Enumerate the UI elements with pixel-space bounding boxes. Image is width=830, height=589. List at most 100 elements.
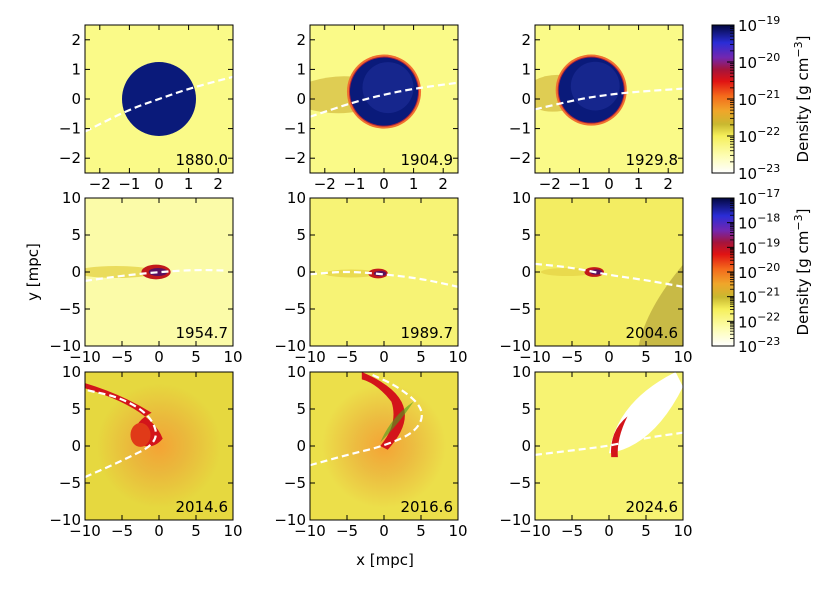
tidal-stream bbox=[361, 372, 405, 450]
panel-1989.7: −10 −5 0 5 10 −10 −5 0 5 10 1989.7 bbox=[274, 189, 467, 366]
y-tick-label: −10 bbox=[499, 337, 531, 355]
x-tick-label: 0 bbox=[154, 348, 164, 366]
cloud-core bbox=[130, 422, 151, 447]
x-tick-label: 0 bbox=[604, 175, 614, 193]
x-tick-label: 5 bbox=[641, 348, 651, 366]
y-tick-label: −5 bbox=[59, 300, 81, 318]
x-tick-label: 5 bbox=[191, 522, 201, 540]
colorbar-tick-label: 10−20 bbox=[738, 261, 780, 282]
x-tick-label: 5 bbox=[416, 522, 426, 540]
y-tick-label: −5 bbox=[509, 474, 531, 492]
x-tick-label: 0 bbox=[604, 522, 614, 540]
colorbar-tick-label: 10−19 bbox=[738, 236, 780, 257]
y-tick-label: 10 bbox=[512, 363, 531, 381]
x-tick-label: 10 bbox=[223, 348, 242, 366]
x-tick-label: −10 bbox=[294, 522, 326, 540]
x-axis-label: x [mpc] bbox=[356, 551, 414, 569]
x-tick-label: −10 bbox=[519, 522, 551, 540]
colorbar-2: 10−17 10−18 10−19 10−20 10−21 10−22 10−23 Densi… bbox=[711, 187, 812, 356]
panel-1954.7: −10 −5 0 5 10 −10 −5 0 5 10 1954.7 bbox=[49, 189, 242, 366]
orbit-line bbox=[85, 268, 226, 282]
orbit-line bbox=[85, 388, 157, 479]
orbit-line bbox=[535, 431, 683, 456]
x-tick-label: −5 bbox=[336, 348, 358, 366]
y-tick-label: 5 bbox=[521, 400, 531, 418]
y-tick-label: 1 bbox=[296, 60, 306, 78]
y-tick-label: −1 bbox=[59, 120, 81, 138]
colorbar-tick-label: 10−23 bbox=[738, 162, 780, 183]
y-tick-label: −1 bbox=[284, 120, 306, 138]
x-tick-label: 5 bbox=[191, 348, 201, 366]
y-tick-label: 10 bbox=[62, 363, 81, 381]
colorbar-tick-label: 10−18 bbox=[738, 212, 780, 233]
x-tick-label: 10 bbox=[448, 348, 467, 366]
panel-year-label: 1880.0 bbox=[176, 151, 229, 169]
x-tick-label: −1 bbox=[118, 175, 140, 193]
panel-year-label: 1954.7 bbox=[176, 324, 229, 342]
y-tick-label: −2 bbox=[59, 149, 81, 167]
x-tick-label: −2 bbox=[314, 175, 336, 193]
panel-year-label: 1904.9 bbox=[401, 151, 454, 169]
y-tick-label: −5 bbox=[509, 300, 531, 318]
x-tick-label: −2 bbox=[89, 175, 111, 193]
y-tick-label: 10 bbox=[512, 189, 531, 207]
panel-1929.8: −2 −1 0 1 2 −2 −1 0 1 2 1929.8 bbox=[509, 24, 684, 193]
y-tick-label: 0 bbox=[521, 437, 531, 455]
x-tick-label: 2 bbox=[663, 175, 673, 193]
x-tick-label: 10 bbox=[673, 348, 692, 366]
colorbar-tick-label: 10−23 bbox=[738, 335, 780, 356]
labels-layer: x [mpc] y [mpc] bbox=[24, 243, 414, 569]
y-tick-label: 2 bbox=[296, 31, 306, 49]
inner-filament bbox=[380, 401, 414, 443]
orbit-line bbox=[310, 372, 423, 467]
y-tick-label: −10 bbox=[49, 337, 81, 355]
panel-year-label: 2004.6 bbox=[626, 324, 679, 342]
y-tick-label: −10 bbox=[49, 511, 81, 529]
x-tick-label: 10 bbox=[673, 522, 692, 540]
panel-year-label: 2024.6 bbox=[626, 498, 679, 516]
y-tick-label: 1 bbox=[521, 60, 531, 78]
gas-halo bbox=[96, 383, 222, 509]
y-tick-label: 10 bbox=[62, 189, 81, 207]
x-tick-label: 5 bbox=[641, 522, 651, 540]
colorbar-tick-label: 10−22 bbox=[738, 125, 780, 146]
y-tick-label: 2 bbox=[521, 31, 531, 49]
x-tick-label: −10 bbox=[519, 348, 551, 366]
panel-2016.6: −10 −5 0 5 10 −10 −5 0 5 10 2016.6 bbox=[274, 363, 467, 540]
y-tick-label: 2 bbox=[71, 31, 81, 49]
y-tick-label: 0 bbox=[71, 90, 81, 108]
y-tick-label: 5 bbox=[521, 226, 531, 244]
y-tick-label: 5 bbox=[71, 226, 81, 244]
y-tick-label: 5 bbox=[71, 400, 81, 418]
colorbar-tick-label: 10−20 bbox=[738, 51, 780, 72]
x-tick-label: 1 bbox=[634, 175, 644, 193]
y-tick-label: −5 bbox=[284, 300, 306, 318]
colorbar-tick-label: 10−22 bbox=[738, 310, 780, 331]
orbit-line bbox=[535, 262, 683, 288]
colorbar-tick-label: 10−21 bbox=[738, 88, 780, 109]
x-tick-label: −10 bbox=[294, 348, 326, 366]
x-tick-label: −2 bbox=[539, 175, 561, 193]
y-tick-label: −5 bbox=[59, 474, 81, 492]
colorbar-tick-label: 10−19 bbox=[738, 14, 780, 35]
gas-tail bbox=[85, 266, 157, 278]
y-tick-label: 0 bbox=[296, 263, 306, 281]
x-tick-label: −5 bbox=[111, 522, 133, 540]
cloud-core-highlight bbox=[570, 61, 620, 111]
x-tick-label: 0 bbox=[604, 348, 614, 366]
cloud-fragment bbox=[610, 416, 628, 458]
y-tick-label: 0 bbox=[521, 90, 531, 108]
panel-2024.6: −10 −5 0 5 10 −10 −5 0 5 10 2024.6 bbox=[499, 363, 692, 540]
panel-2014.6: −10 −5 0 5 10 −10 −5 0 5 10 2014.6 bbox=[49, 363, 242, 540]
x-tick-label: 0 bbox=[379, 522, 389, 540]
colorbar-label: Density [g cm−3] bbox=[792, 36, 812, 163]
y-tick-label: 1 bbox=[71, 60, 81, 78]
y-tick-label: −10 bbox=[499, 511, 531, 529]
orbit-line bbox=[310, 81, 458, 118]
panel-1904.9: −2 −1 0 1 2 −2 −1 0 1 2 1904.9 bbox=[284, 24, 459, 193]
orbit-line bbox=[310, 270, 458, 288]
y-tick-label: 0 bbox=[296, 437, 306, 455]
panel-2004.6: −10 −5 0 5 10 −10 −5 0 5 10 2004.6 bbox=[499, 189, 692, 366]
